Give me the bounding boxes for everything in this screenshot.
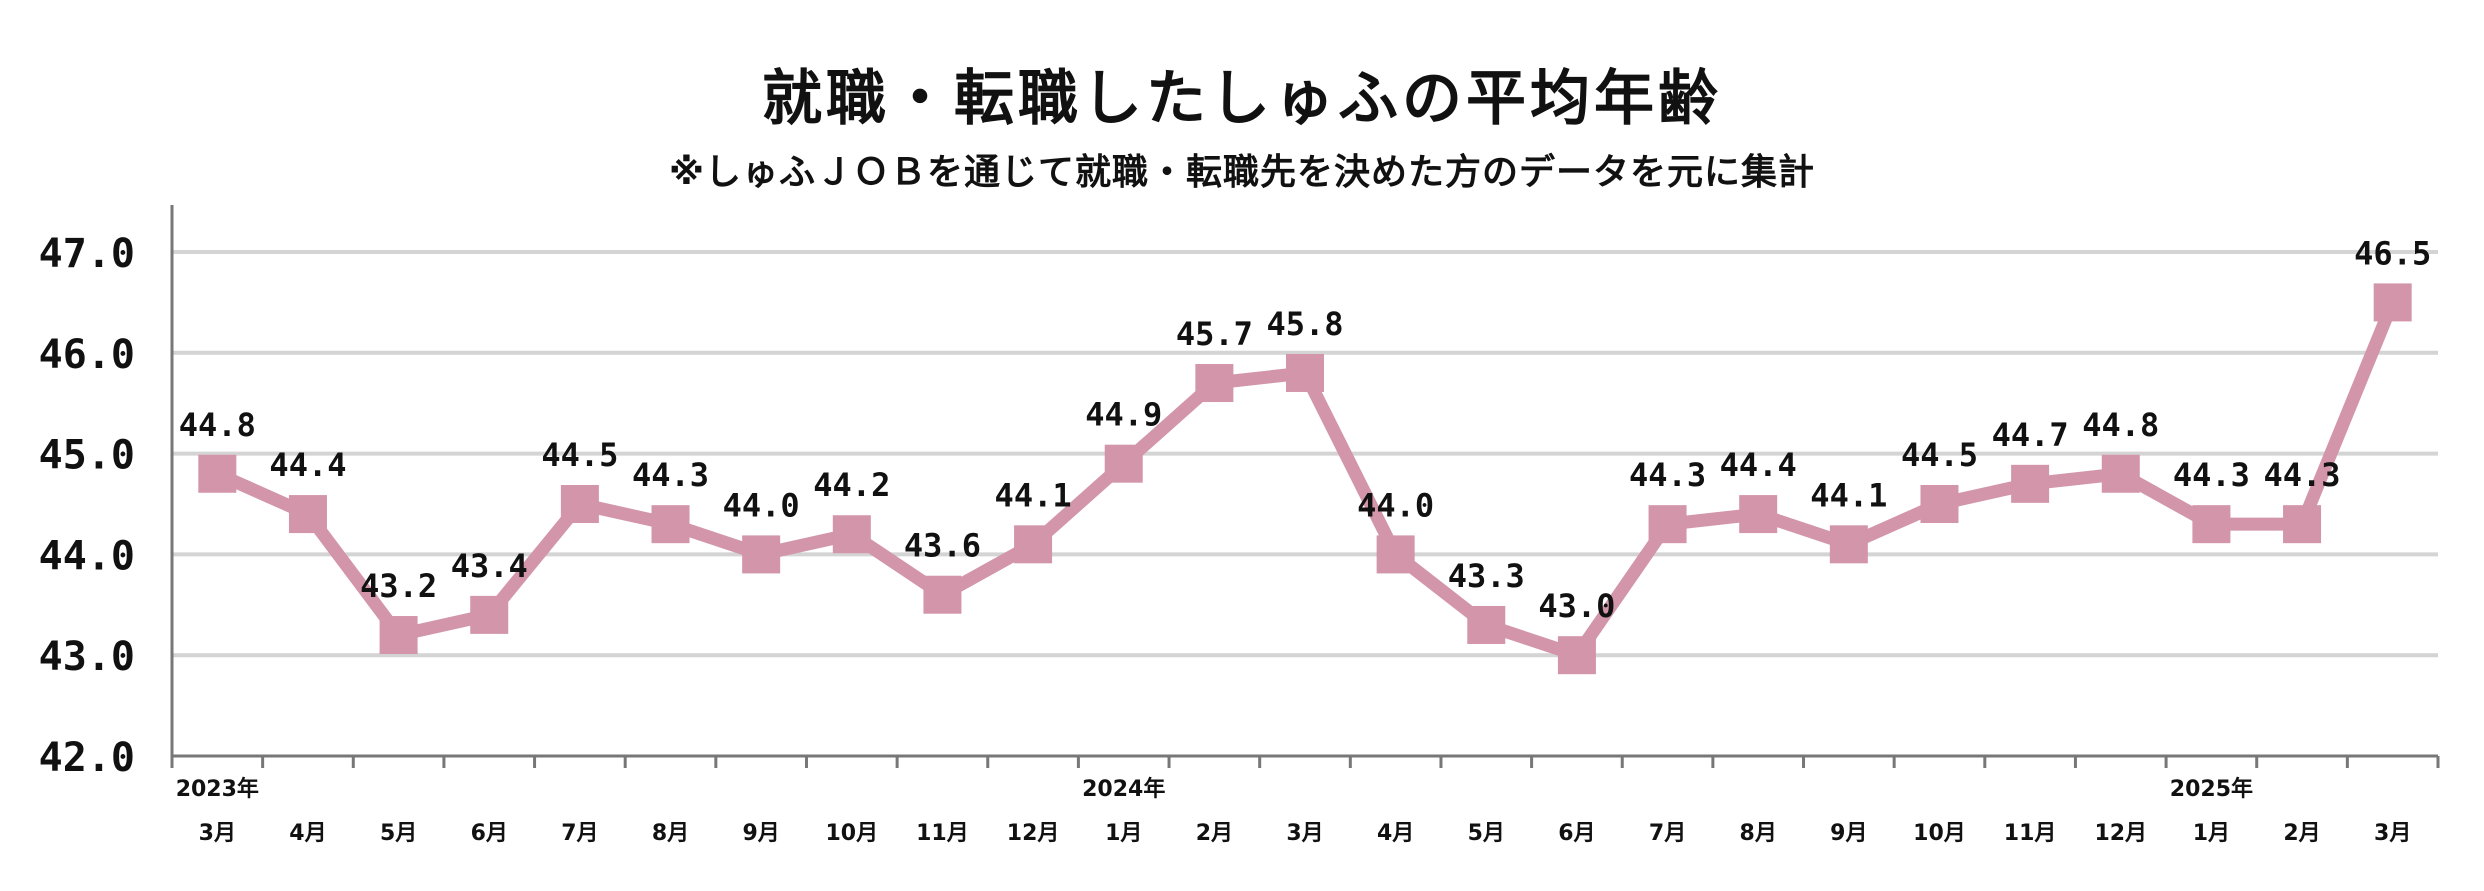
axes: 42.0 43.0 44.0 45.0 46.0 47.0 3月 4月 5月 6月 7月 8月 9月 10…	[39, 205, 2440, 846]
x-tick-label: 7月	[1649, 821, 1686, 846]
y-tick-label: 45.0	[39, 433, 135, 479]
data-point-marker	[1920, 485, 1959, 523]
data-label: 44.3	[632, 456, 709, 494]
y-tick-label: 46.0	[39, 332, 135, 378]
x-tick-label: 11月	[916, 821, 969, 846]
x-tick-label: 1月	[1105, 821, 1142, 846]
x-tick-label: 3月	[2374, 821, 2411, 846]
x-tick-label: 10月	[1913, 821, 1966, 846]
data-point-marker	[379, 616, 418, 655]
data-point-marker	[1467, 605, 1506, 644]
x-tick-label: 6月	[1558, 821, 1595, 846]
data-label: 44.1	[995, 476, 1072, 514]
data-label: 44.2	[813, 466, 890, 504]
data-point-marker	[1104, 444, 1143, 483]
data-point-marker	[1195, 364, 1234, 403]
x-tick-label: 7月	[561, 821, 598, 846]
data-point-marker	[198, 454, 237, 493]
y-tick-label: 47.0	[39, 231, 135, 277]
x-tick-label: 8月	[652, 821, 689, 846]
data-point-marker	[288, 495, 327, 534]
x-tick-label: 6月	[471, 821, 508, 846]
data-point-marker	[1376, 535, 1415, 574]
x-tick-label: 4月	[289, 821, 326, 846]
x-tick-label: 9月	[1830, 821, 1867, 846]
data-point-marker	[742, 535, 781, 574]
data-point-marker	[1648, 505, 1687, 544]
gridlines	[172, 250, 2438, 658]
y-tick-label: 43.0	[39, 634, 135, 680]
data-point-marker	[651, 505, 690, 544]
data-label: 45.8	[1266, 305, 1343, 343]
data-label: 43.2	[360, 567, 437, 605]
data-point-marker	[832, 515, 871, 554]
x-tick-label: 5月	[380, 821, 417, 846]
data-label: 44.4	[1720, 446, 1797, 484]
data-label: 45.7	[1176, 315, 1253, 353]
data-point-marker	[470, 595, 509, 634]
data-point-marker	[2101, 454, 2140, 493]
x-year-label: 2024年	[1082, 776, 1165, 802]
chart-title: 就職・転職したしゅふの平均年齢	[762, 64, 1722, 134]
data-point-marker	[1829, 525, 1868, 564]
data-label: 44.9	[1085, 396, 1162, 434]
data-label: 44.5	[541, 436, 618, 474]
data-point-marker	[1286, 353, 1324, 392]
x-tick-label: 3月	[1286, 821, 1323, 846]
data-label: 44.8	[2082, 406, 2159, 444]
series-line	[198, 283, 2412, 675]
data-label: 46.5	[2354, 234, 2431, 272]
data-point-marker	[2192, 505, 2231, 544]
data-label: 44.3	[2173, 456, 2250, 494]
x-year-label: 2025年	[2170, 776, 2253, 802]
y-tick-label: 42.0	[39, 735, 135, 781]
data-label: 44.3	[1629, 456, 1706, 494]
data-point-marker	[2011, 464, 2050, 503]
data-label: 44.7	[1992, 416, 2069, 454]
y-tick-label: 44.0	[39, 533, 135, 579]
chart-subtitle: ※しゅふＪＯＢを通じて就職・転職先を決めた方のデータを元に集計	[669, 152, 1815, 193]
x-tick-label: 12月	[1007, 821, 1060, 846]
data-point-marker	[1739, 495, 1778, 534]
data-labels: 44.8 44.4 43.2 43.4 44.5 44.3 44.0 44.2 43.6 44.1…	[179, 234, 2431, 625]
x-tick-label: 10月	[825, 821, 878, 846]
data-label: 43.4	[451, 547, 528, 585]
x-tick-label: 2月	[1196, 821, 1233, 846]
x-tick-label: 8月	[1740, 821, 1777, 846]
data-point-marker	[1014, 525, 1053, 564]
data-label: 43.0	[1538, 587, 1615, 625]
x-tick-label: 9月	[743, 821, 780, 846]
data-point-marker	[1557, 636, 1596, 675]
x-tick-label: 4月	[1377, 821, 1414, 846]
data-label: 44.8	[179, 406, 256, 444]
x-tick-label: 3月	[199, 821, 236, 846]
data-label: 44.3	[2264, 456, 2341, 494]
x-tick-label: 11月	[2004, 821, 2057, 846]
data-label: 44.5	[1901, 436, 1978, 474]
x-year-label: 2023年	[176, 776, 259, 802]
data-label: 43.6	[904, 527, 981, 565]
data-label: 44.0	[723, 486, 800, 524]
data-label: 44.0	[1357, 486, 1434, 524]
data-point-marker	[923, 575, 962, 614]
x-tick-label: 2月	[2283, 821, 2320, 846]
data-point-marker	[2373, 283, 2412, 322]
data-label: 44.1	[1810, 476, 1887, 514]
data-point-marker	[2283, 505, 2322, 544]
data-label: 43.3	[1448, 557, 1525, 595]
x-tick-label: 1月	[2193, 821, 2230, 846]
data-label: 44.4	[269, 446, 346, 484]
x-tick-label: 5月	[1468, 821, 1505, 846]
x-tick-label: 12月	[2094, 821, 2147, 846]
data-point-marker	[560, 485, 599, 523]
